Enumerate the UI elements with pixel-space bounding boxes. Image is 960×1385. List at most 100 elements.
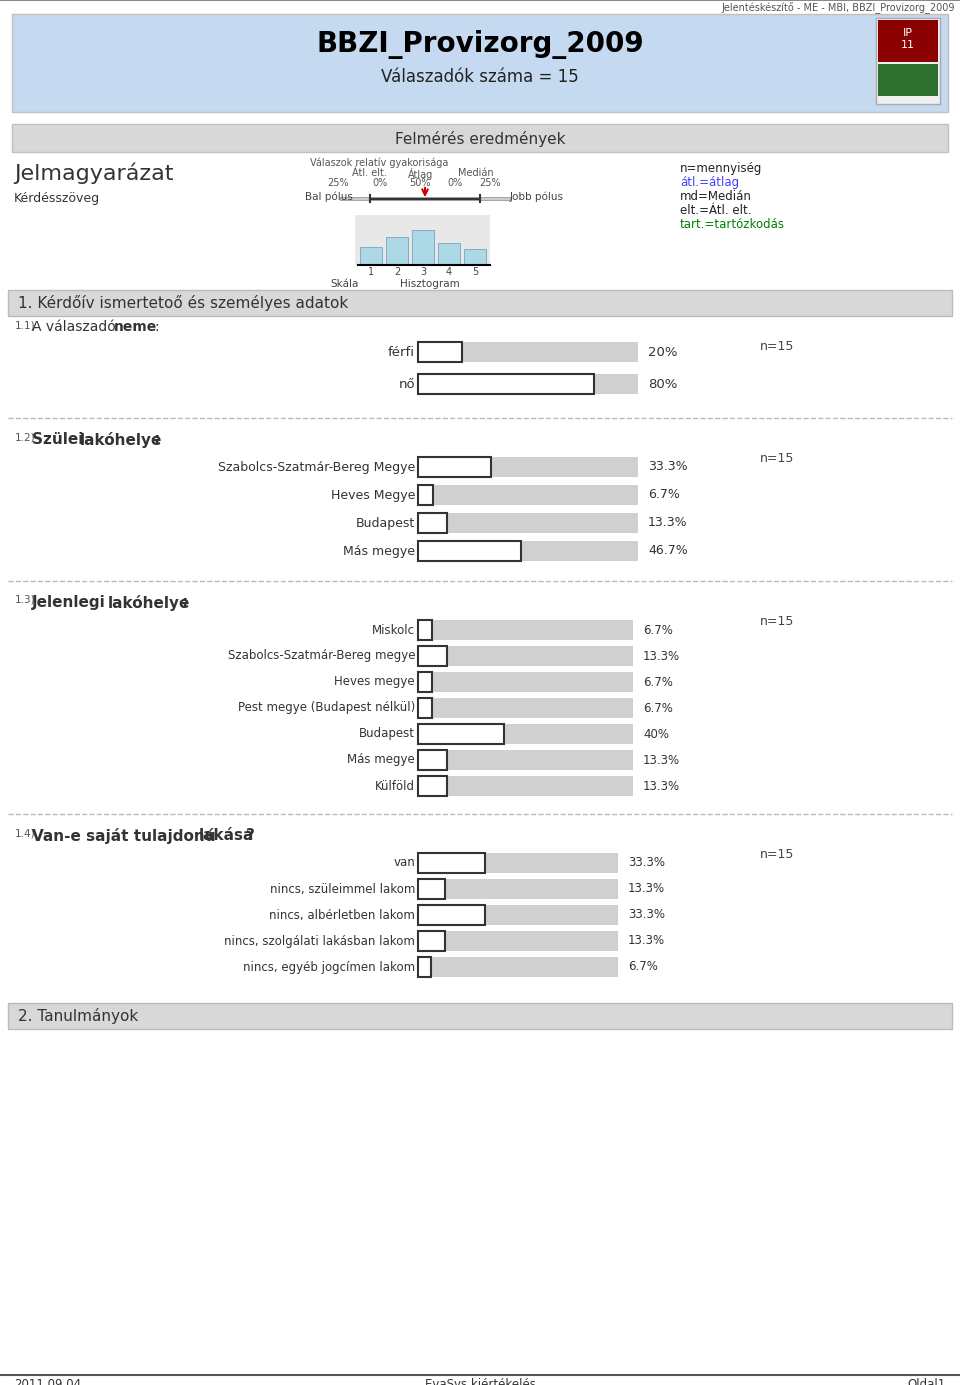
Bar — [12, 125, 948, 152]
Bar — [418, 620, 432, 640]
Text: 2: 2 — [394, 267, 400, 277]
Text: :: : — [154, 320, 158, 334]
Text: Más megye: Más megye — [343, 544, 415, 558]
Bar — [418, 342, 638, 361]
Bar — [418, 620, 633, 640]
Text: nincs, szolgálati lakásban lakom: nincs, szolgálati lakásban lakom — [224, 935, 415, 947]
Bar — [418, 724, 633, 744]
Text: ?: ? — [246, 828, 254, 843]
Text: Jelentéskészítő - ME - MBI, BBZI_Provizorg_2009: Jelentéskészítő - ME - MBI, BBZI_Provizo… — [722, 1, 955, 14]
Text: 3: 3 — [420, 267, 426, 277]
Text: Pest megye (Budapest nélkül): Pest megye (Budapest nélkül) — [238, 701, 415, 715]
Text: Átl. elt.: Átl. elt. — [352, 168, 387, 179]
Text: 6.7%: 6.7% — [648, 489, 680, 501]
Text: A válaszadó: A válaszadó — [32, 320, 120, 334]
Bar — [386, 237, 408, 265]
Text: van: van — [394, 856, 415, 870]
Text: BBZI_Provizorg_2009: BBZI_Provizorg_2009 — [316, 30, 644, 60]
Bar — [340, 197, 510, 199]
Bar — [418, 879, 618, 899]
Bar — [418, 457, 492, 476]
Text: Miskolc: Miskolc — [372, 623, 415, 637]
Bar — [418, 374, 594, 393]
Text: Kérdésszöveg: Kérdésszöveg — [14, 193, 100, 205]
Text: :: : — [153, 432, 159, 447]
Bar — [418, 645, 633, 666]
Text: n=15: n=15 — [760, 615, 794, 627]
Text: 4: 4 — [446, 267, 452, 277]
Bar — [418, 342, 462, 361]
Text: Skála: Skála — [330, 278, 358, 289]
Bar — [418, 457, 638, 476]
Text: 33.3%: 33.3% — [648, 460, 687, 474]
Text: neme: neme — [114, 320, 157, 334]
Text: lakóhelye: lakóhelye — [108, 596, 190, 611]
Text: 6.7%: 6.7% — [643, 676, 673, 688]
Text: Medián: Medián — [458, 168, 493, 179]
Bar — [418, 672, 432, 692]
Text: nincs, albérletben lakom: nincs, albérletben lakom — [269, 909, 415, 921]
Text: Bal pólus: Bal pólus — [305, 193, 353, 202]
Bar — [418, 776, 633, 796]
Text: Más megye: Más megye — [348, 753, 415, 766]
Text: nincs, egyéb jogcímen lakom: nincs, egyéb jogcímen lakom — [243, 961, 415, 974]
Bar — [418, 957, 618, 976]
Bar — [418, 904, 485, 925]
Text: 33.3%: 33.3% — [628, 909, 665, 921]
Text: 1.1): 1.1) — [15, 320, 36, 330]
Text: EvaSys kiértékelés: EvaSys kiértékelés — [424, 1378, 536, 1385]
Bar — [876, 18, 940, 104]
Text: Hisztogram: Hisztogram — [400, 278, 460, 289]
Text: 13.3%: 13.3% — [643, 753, 680, 766]
Text: n=15: n=15 — [760, 848, 794, 861]
Text: nő: nő — [398, 378, 415, 391]
Bar — [418, 698, 432, 717]
Text: 46.7%: 46.7% — [648, 544, 687, 558]
Text: Válaszok relatív gyakorisága: Válaszok relatív gyakorisága — [310, 158, 448, 169]
Bar — [418, 724, 504, 744]
Bar — [8, 1003, 952, 1029]
Text: nincs, szüleimmel lakom: nincs, szüleimmel lakom — [270, 882, 415, 896]
Text: lakóhelye: lakóhelye — [80, 432, 162, 447]
Text: 13.3%: 13.3% — [648, 517, 687, 529]
Bar — [418, 485, 638, 506]
Text: 1. Kérdőív ismertetoő és személyes adatok: 1. Kérdőív ismertetoő és személyes adato… — [18, 295, 348, 312]
Text: Átlag: Átlag — [408, 168, 433, 180]
Bar — [418, 672, 633, 692]
Text: 13.3%: 13.3% — [628, 935, 665, 947]
Text: 2011.09.04: 2011.09.04 — [14, 1378, 82, 1385]
Bar — [438, 242, 460, 265]
Text: férfi: férfi — [388, 345, 415, 359]
Bar — [418, 879, 444, 899]
Text: md=Medián: md=Medián — [680, 190, 752, 204]
Text: 25%: 25% — [479, 179, 501, 188]
Text: IP
11: IP 11 — [901, 28, 915, 50]
Bar — [418, 853, 485, 873]
Bar — [360, 247, 382, 265]
Bar — [418, 512, 447, 533]
Bar — [418, 512, 638, 533]
Text: 40%: 40% — [643, 727, 669, 741]
Text: Válaszadók száma = 15: Válaszadók száma = 15 — [381, 68, 579, 86]
Text: elt.=Átl. elt.: elt.=Átl. elt. — [680, 204, 752, 217]
Text: Budapest: Budapest — [356, 517, 415, 529]
Text: 13.3%: 13.3% — [643, 780, 680, 792]
Text: 33.3%: 33.3% — [628, 856, 665, 870]
Text: Heves megye: Heves megye — [334, 676, 415, 688]
Bar — [418, 542, 520, 561]
Bar — [418, 853, 618, 873]
Text: :: : — [181, 596, 187, 609]
Text: Oldal1: Oldal1 — [908, 1378, 946, 1385]
Text: Szülei: Szülei — [32, 432, 88, 447]
Text: 2. Tanulmányok: 2. Tanulmányok — [18, 1008, 138, 1024]
Bar — [878, 19, 938, 62]
Bar — [418, 751, 633, 770]
Bar — [418, 485, 433, 506]
Text: Szabolcs-Szatmár-Bereg megye: Szabolcs-Szatmár-Bereg megye — [228, 650, 415, 662]
Bar — [8, 289, 952, 316]
Text: Jobb pólus: Jobb pólus — [510, 193, 564, 202]
Bar — [878, 64, 938, 96]
Text: Heves Megye: Heves Megye — [330, 489, 415, 501]
Text: 6.7%: 6.7% — [643, 623, 673, 637]
Text: Jelmagyarázat: Jelmagyarázat — [14, 162, 174, 183]
